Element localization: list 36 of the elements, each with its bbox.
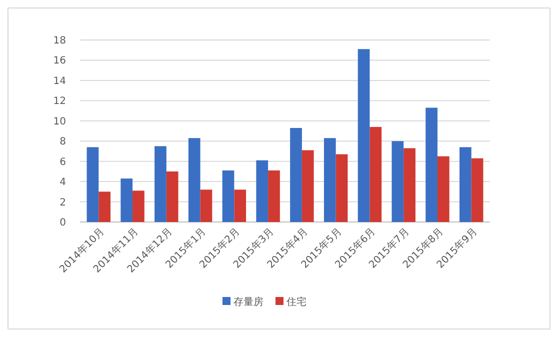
bar — [132, 190, 144, 222]
bar — [200, 190, 212, 222]
y-tick-label: 8 — [60, 136, 66, 148]
bar — [404, 148, 416, 222]
bar — [268, 170, 280, 222]
bar — [222, 170, 234, 222]
y-tick-label: 2 — [60, 197, 66, 208]
bar — [154, 146, 166, 222]
bar — [86, 147, 99, 222]
legend-label: 存量房 — [234, 296, 264, 308]
y-tick-label: 10 — [53, 116, 66, 128]
bar — [256, 160, 268, 222]
bar — [324, 138, 336, 222]
bar — [234, 190, 246, 222]
legend-label: 住宅 — [286, 296, 306, 308]
y-tick-label: 14 — [53, 76, 66, 87]
y-tick-label: 0 — [60, 218, 66, 228]
bar — [392, 141, 404, 222]
y-tick-label: 18 — [53, 36, 66, 46]
y-tick-label: 12 — [53, 96, 66, 108]
y-tick-label: 16 — [53, 56, 66, 67]
bar — [471, 158, 484, 222]
bar — [426, 108, 438, 222]
bar — [370, 126, 382, 222]
bar — [188, 138, 200, 222]
bar — [290, 128, 302, 222]
bar — [98, 192, 110, 222]
bar — [120, 178, 133, 222]
y-tick-label: 6 — [60, 156, 66, 168]
bar — [358, 49, 370, 222]
bar — [166, 171, 178, 222]
y-tick-label: 4 — [60, 177, 66, 188]
bar — [437, 156, 450, 222]
bar — [336, 154, 348, 222]
bar — [302, 150, 314, 222]
bar — [460, 147, 472, 222]
